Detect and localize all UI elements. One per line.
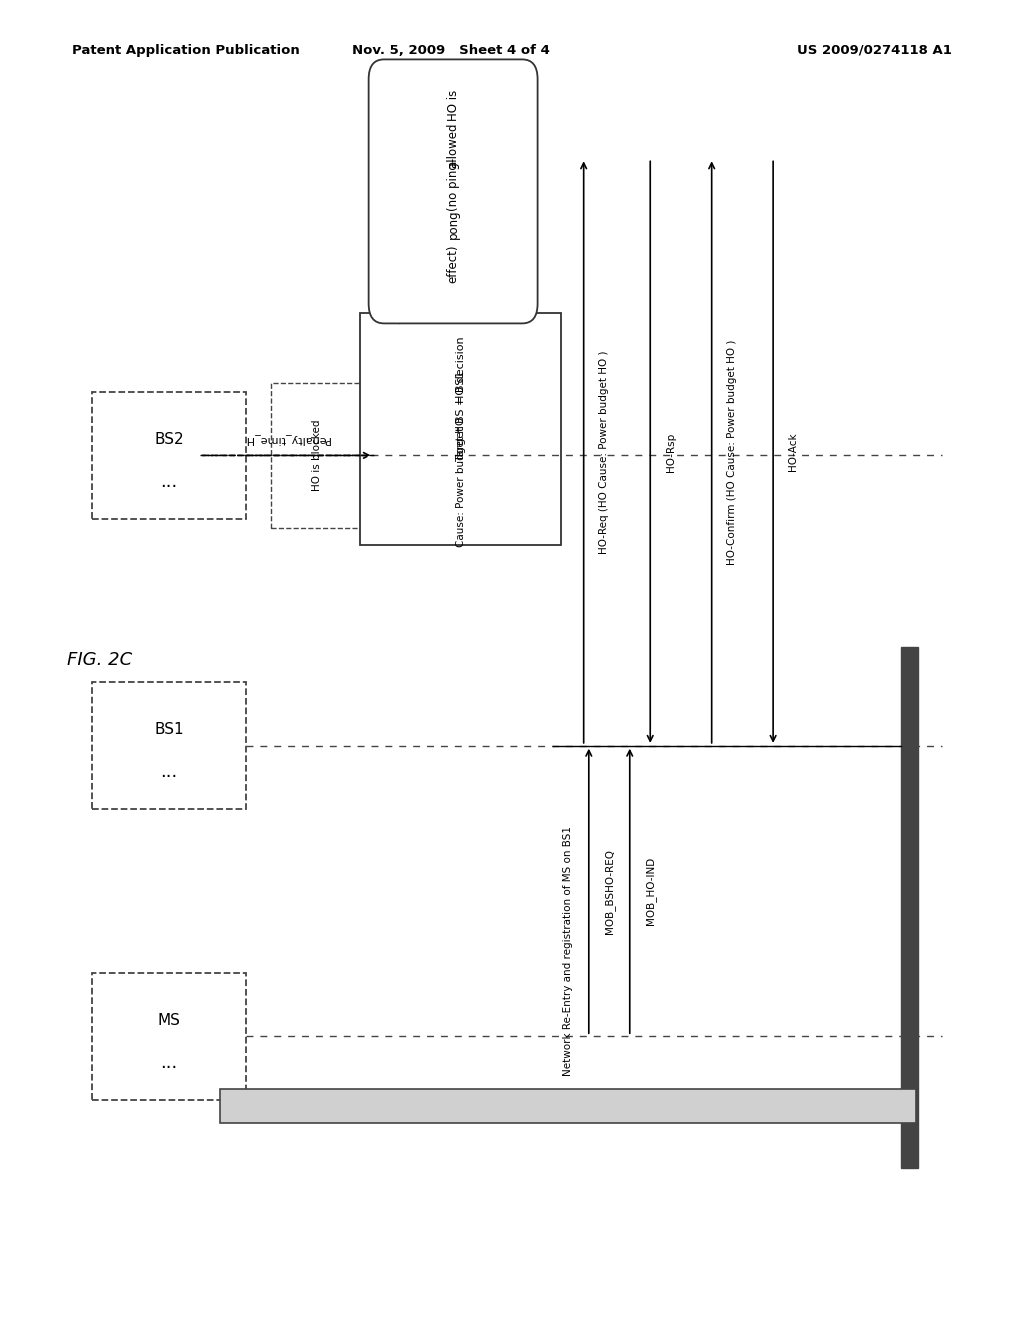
Text: BS2: BS2 [155,432,183,447]
FancyBboxPatch shape [271,383,364,528]
Text: Network Re-Entry and registration of MS on BS1: Network Re-Entry and registration of MS … [563,826,573,1076]
Text: HO-Rsp: HO-Rsp [666,433,676,471]
Text: MOB_BSHO-REQ: MOB_BSHO-REQ [604,849,615,933]
Text: HO-Req (HO Cause: Power budget HO ): HO-Req (HO Cause: Power budget HO ) [599,350,609,554]
Bar [901,647,918,1168]
Text: allowed: allowed [446,123,460,168]
Text: ...: ... [161,763,177,781]
FancyBboxPatch shape [92,682,246,809]
Text: BS1: BS1 [155,722,183,738]
Text: effect): effect) [446,244,460,284]
Text: US 2009/0274118 A1: US 2009/0274118 A1 [798,44,952,57]
FancyBboxPatch shape [369,59,538,323]
Text: HO-Confirm (HO Cause: Power budget HO ): HO-Confirm (HO Cause: Power budget HO ) [727,339,737,565]
Text: Penalty_time_H: Penalty_time_H [244,434,330,445]
Text: Nov. 5, 2009   Sheet 4 of 4: Nov. 5, 2009 Sheet 4 of 4 [351,44,550,57]
FancyBboxPatch shape [92,392,246,519]
Text: FIG. 2C: FIG. 2C [67,651,132,669]
Text: ...: ... [161,473,177,491]
Text: Patent Application Publication: Patent Application Publication [72,44,299,57]
Text: pong: pong [446,210,460,239]
Text: MOB_HO-IND: MOB_HO-IND [645,857,656,925]
Text: HO is: HO is [446,90,460,121]
Text: Target BS = BS1: Target BS = BS1 [456,371,466,461]
Text: HO-Ack: HO-Ack [788,433,799,471]
Text: (no ping-: (no ping- [446,158,460,211]
Text: Cause: Power budget HO: Cause: Power budget HO [456,417,466,546]
Text: MS: MS [158,1012,180,1028]
Text: ...: ... [161,1053,177,1072]
Text: HO decision: HO decision [456,337,466,403]
Bar [220,1089,916,1123]
FancyBboxPatch shape [92,973,246,1100]
Text: HO is blocked: HO is blocked [312,420,323,491]
FancyBboxPatch shape [360,313,561,545]
